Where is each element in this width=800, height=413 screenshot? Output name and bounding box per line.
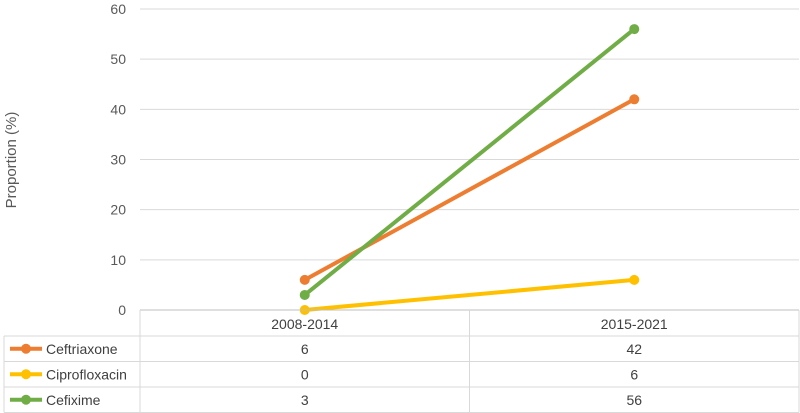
data-table: 2008-2014 2015-2021 Ceftriaxone 6 42 Ciproflo… bbox=[3, 309, 800, 413]
x-category-label-1: 2015-2021 bbox=[601, 316, 668, 332]
point-ciprofloxacin-1 bbox=[629, 274, 640, 285]
legend-marker-cefixime bbox=[21, 394, 31, 405]
y-tick-label-10: 10 bbox=[110, 252, 126, 268]
x-category-label-0: 2008-2014 bbox=[271, 316, 338, 332]
point-ceftriaxone-0 bbox=[299, 274, 310, 285]
legend-label-ceftriaxone: Ceftriaxone bbox=[46, 341, 118, 357]
legend-label-ciprofloxacin: Ciprofloxacin bbox=[46, 366, 127, 382]
data-label-ciprofloxacin-1: 6 bbox=[630, 366, 638, 382]
grid-lines bbox=[140, 8, 799, 311]
data-label-ceftriaxone-1: 42 bbox=[626, 341, 642, 357]
legend-marker-ceftriaxone bbox=[21, 343, 31, 354]
y-tick-label-20: 20 bbox=[110, 202, 126, 218]
data-label-cefixime-1: 56 bbox=[626, 392, 642, 408]
y-tick-label-60: 60 bbox=[110, 1, 126, 17]
legend-label-cefixime: Cefixime bbox=[46, 392, 101, 408]
data-label-ceftriaxone-0: 6 bbox=[301, 341, 309, 357]
point-cefixime-0 bbox=[299, 289, 310, 300]
y-axis-ticks: 0 10 20 30 40 50 60 bbox=[110, 1, 126, 318]
legend-marker-ciprofloxacin bbox=[21, 369, 31, 380]
series-line-ciprofloxacin bbox=[302, 277, 637, 312]
data-label-cefixime-0: 3 bbox=[301, 392, 309, 408]
series-lines bbox=[299, 24, 640, 315]
y-tick-label-0: 0 bbox=[118, 302, 126, 318]
y-tick-label-50: 50 bbox=[110, 51, 126, 67]
y-tick-label-30: 30 bbox=[110, 152, 126, 168]
data-label-ciprofloxacin-0: 0 bbox=[301, 366, 309, 382]
point-ceftriaxone-1 bbox=[629, 94, 640, 105]
point-cefixime-1 bbox=[629, 24, 640, 35]
series-line-cefixime bbox=[302, 27, 637, 297]
y-axis-label: Proportion (%) bbox=[3, 112, 20, 209]
y-tick-label-40: 40 bbox=[110, 101, 126, 117]
